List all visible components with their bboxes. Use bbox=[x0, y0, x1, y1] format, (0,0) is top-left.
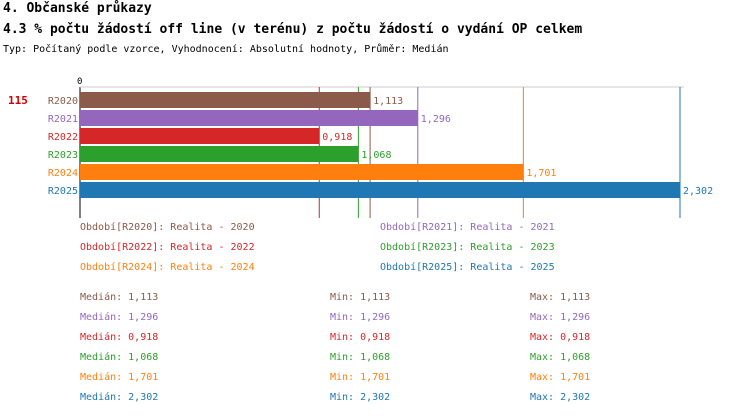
category-label: R2020 bbox=[48, 96, 78, 107]
legend-entry: Období[R2024]: Realita - 2024 bbox=[80, 262, 255, 273]
stat-median: Medián: 1,701 bbox=[80, 372, 159, 383]
bar bbox=[80, 182, 680, 198]
data-label: 1,068 bbox=[361, 150, 391, 161]
stat-max: Max: 1,068 bbox=[530, 352, 591, 363]
bar bbox=[80, 128, 320, 144]
stat-max: Max: 2,302 bbox=[530, 392, 591, 403]
bar bbox=[80, 110, 418, 126]
legend-entry: Období[R2022]: Realita - 2022 bbox=[80, 242, 255, 253]
stat-max: Max: 1,113 bbox=[530, 292, 591, 303]
count-label: 115 bbox=[8, 94, 28, 107]
legend-entry: Období[R2023]: Realita - 2023 bbox=[380, 242, 555, 253]
stat-max: Max: 1,296 bbox=[530, 312, 591, 323]
stat-median: Medián: 1,068 bbox=[80, 352, 159, 363]
data-label: 0,918 bbox=[322, 132, 352, 143]
stat-min: Min: 0,918 bbox=[330, 332, 391, 343]
category-label: R2021 bbox=[48, 114, 78, 125]
stat-median: Medián: 0,918 bbox=[80, 332, 159, 343]
stat-min: Min: 2,302 bbox=[330, 392, 391, 403]
data-label: 1,113 bbox=[373, 96, 403, 107]
data-label: 2,302 bbox=[683, 186, 713, 197]
axis-zero-label: 0 bbox=[77, 77, 82, 87]
bar bbox=[80, 92, 371, 108]
data-label: 1,296 bbox=[421, 114, 451, 125]
stat-median: Medián: 1,296 bbox=[80, 312, 159, 323]
legend-entry: Období[R2021]: Realita - 2021 bbox=[380, 222, 555, 233]
bar bbox=[80, 164, 524, 180]
stat-median: Medián: 2,302 bbox=[80, 392, 159, 403]
category-label: R2023 bbox=[48, 150, 78, 161]
section-title: 4. Občanské průkazy bbox=[3, 1, 152, 16]
category-label: R2025 bbox=[48, 186, 78, 197]
category-label: R2022 bbox=[48, 132, 78, 143]
category-label: R2024 bbox=[48, 168, 78, 179]
data-label: 1,701 bbox=[526, 168, 556, 179]
stat-min: Min: 1,701 bbox=[330, 372, 391, 383]
stat-min: Min: 1,113 bbox=[330, 292, 391, 303]
legend-entry: Období[R2020]: Realita - 2020 bbox=[80, 222, 255, 233]
stat-min: Min: 1,296 bbox=[330, 312, 391, 323]
bar bbox=[80, 146, 359, 162]
stat-median: Medián: 1,113 bbox=[80, 292, 159, 303]
legend-entry: Období[R2025]: Realita - 2025 bbox=[380, 262, 555, 273]
stat-min: Min: 1,068 bbox=[330, 352, 391, 363]
stat-max: Max: 1,701 bbox=[530, 372, 591, 383]
stat-max: Max: 0,918 bbox=[530, 332, 591, 343]
chart-subtitle: Typ: Počítaný podle vzorce, Vyhodnocení:… bbox=[3, 44, 449, 55]
chart-title: 4.3 % počtu žádostí off line (v terénu) … bbox=[3, 22, 583, 37]
